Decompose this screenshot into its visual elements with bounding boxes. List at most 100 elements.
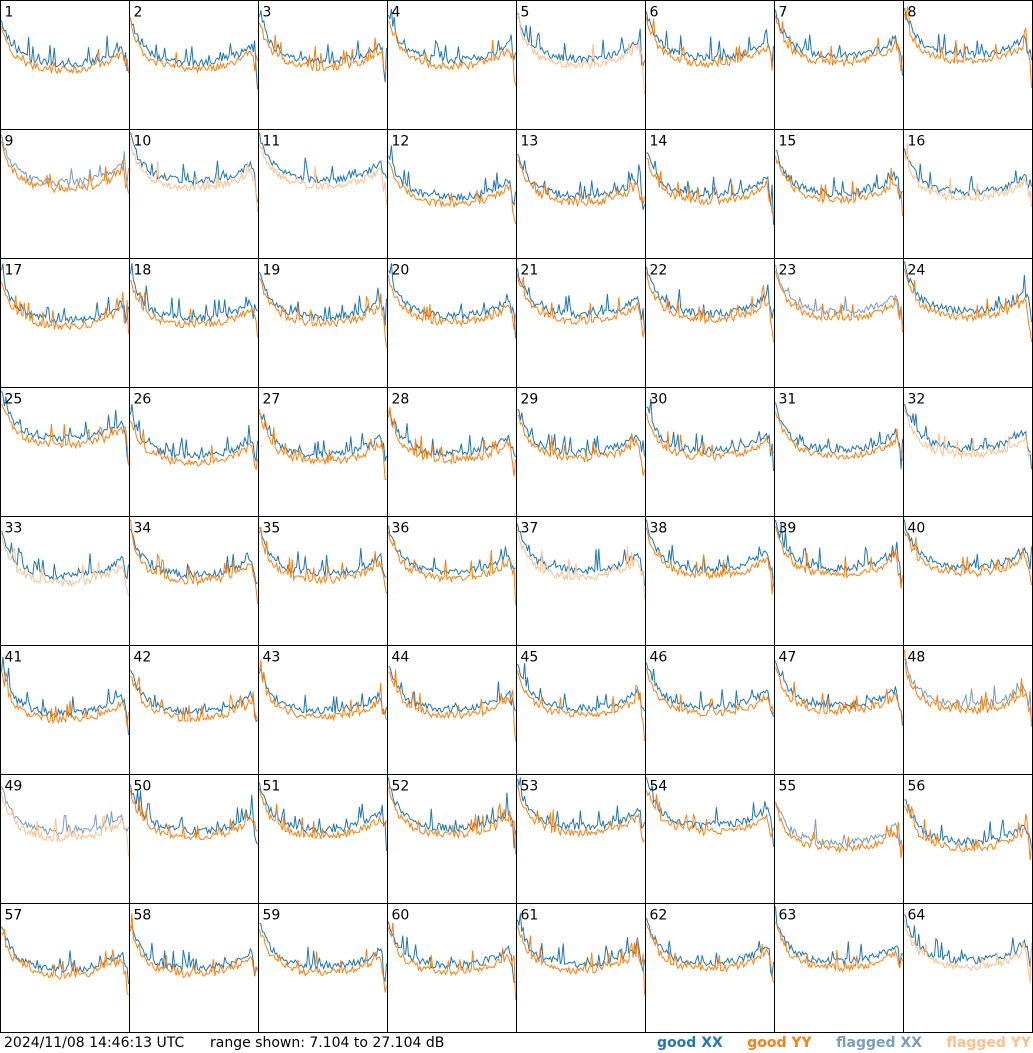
- series-xx-line: [1, 263, 129, 325]
- series-yy-line: [388, 274, 516, 330]
- panel-5: 5: [516, 0, 646, 130]
- panel-24: 24: [903, 258, 1033, 388]
- panel-label: 27: [263, 392, 281, 408]
- panel-label: 9: [5, 134, 14, 150]
- panel-label: 52: [392, 779, 410, 795]
- legend-good-yy: good YY: [747, 1035, 812, 1051]
- series-xx-line: [388, 921, 516, 984]
- series-xx-line: [1, 657, 129, 736]
- panel-33: 33: [0, 516, 130, 646]
- series-xx-line: [259, 667, 387, 715]
- series-xx-line: [646, 917, 774, 977]
- panel-3: 3: [258, 0, 388, 130]
- series-yy-line: [904, 531, 1032, 586]
- series-yy-line: [646, 527, 774, 595]
- series-yy-line: [1, 792, 129, 857]
- series-yy-line: [646, 923, 774, 983]
- panel-60: 60: [387, 903, 517, 1033]
- series-yy-line: [259, 277, 387, 348]
- series-xx-line: [259, 922, 387, 982]
- legend-flagged-xx: flagged XX: [836, 1035, 922, 1051]
- series-xx-line: [130, 669, 258, 723]
- series-xx-line: [130, 132, 258, 203]
- series-xx-line: [775, 519, 903, 584]
- panel-label: 2: [134, 5, 143, 21]
- series-yy-line: [1, 929, 129, 996]
- panel-label: 48: [908, 650, 926, 666]
- series-xx-line: [1, 20, 129, 72]
- panel-label: 33: [5, 521, 23, 537]
- series-yy-line: [904, 6, 1032, 88]
- series-yy-line: [130, 913, 258, 978]
- panel-label: 16: [908, 134, 926, 150]
- series-xx-line: [259, 132, 387, 185]
- panel-frame: [0, 129, 130, 259]
- series-yy-line: [388, 531, 516, 605]
- panel-43: 43: [258, 645, 388, 775]
- panel-label: 26: [134, 392, 152, 408]
- panel-label: 36: [392, 521, 410, 537]
- series-xx-line: [388, 8, 516, 65]
- panel-41: 41: [0, 645, 130, 775]
- series-xx-line: [388, 525, 516, 576]
- series-xx-line: [775, 660, 903, 726]
- series-xx-line: [1, 134, 129, 194]
- panel-label: 11: [263, 134, 281, 150]
- panel-label: 32: [908, 392, 926, 408]
- range-label: range shown: 7.104 to 27.104 dB: [210, 1035, 445, 1051]
- panel-label: 24: [908, 263, 926, 279]
- series-xx-line: [259, 10, 387, 83]
- panel-label: 62: [650, 908, 668, 924]
- panel-26: 26: [129, 387, 259, 517]
- series-yy-line: [517, 925, 645, 996]
- series-yy-line: [646, 668, 774, 717]
- panel-label: 22: [650, 263, 668, 279]
- panel-label: 44: [392, 650, 410, 666]
- panel-59: 59: [258, 903, 388, 1033]
- panel-label: 40: [908, 521, 926, 537]
- panel-36: 36: [387, 516, 517, 646]
- series-yy-line: [904, 268, 1032, 343]
- series-xx-line: [904, 148, 1032, 197]
- series-xx-line: [904, 914, 1032, 967]
- panel-25: 25: [0, 387, 130, 517]
- series-xx-line: [517, 153, 645, 210]
- panel-frame: [516, 0, 646, 130]
- panel-label: 17: [5, 263, 23, 279]
- panel-label: 43: [263, 650, 281, 666]
- panel-31: 31: [774, 387, 904, 517]
- panel-label: 45: [521, 650, 539, 666]
- panel-22: 22: [645, 258, 775, 388]
- panel-56: 56: [903, 774, 1033, 904]
- panel-47: 47: [774, 645, 904, 775]
- panel-label: 55: [779, 779, 797, 795]
- series-xx-line: [646, 519, 774, 587]
- series-xx-line: [775, 9, 903, 76]
- series-yy-line: [130, 420, 258, 471]
- panel-34: 34: [129, 516, 259, 646]
- series-yy-line: [646, 17, 774, 71]
- series-xx-line: [904, 658, 1032, 727]
- panel-18: 18: [129, 258, 259, 388]
- series-yy-line: [517, 529, 645, 599]
- panel-51: 51: [258, 774, 388, 904]
- panel-label: 46: [650, 650, 668, 666]
- panel-23: 23: [774, 258, 904, 388]
- panel-label: 8: [908, 5, 917, 21]
- panel-label: 49: [5, 779, 23, 795]
- panel-16: 16: [903, 129, 1033, 259]
- series-yy-line: [259, 22, 387, 75]
- panel-53: 53: [516, 774, 646, 904]
- panel-42: 42: [129, 645, 259, 775]
- series-xx-line: [388, 665, 516, 713]
- panel-35: 35: [258, 516, 388, 646]
- series-yy-line: [1, 670, 129, 727]
- panel-label: 60: [392, 908, 410, 924]
- panel-12: 12: [387, 129, 517, 259]
- series-xx-line: [388, 410, 516, 458]
- panel-9: 9: [0, 129, 130, 259]
- panel-50: 50: [129, 774, 259, 904]
- panel-label: 23: [779, 263, 797, 279]
- series-yy-line: [1, 403, 129, 466]
- footer: 2024/11/08 14:46:13 UTC range shown: 7.1…: [0, 1033, 1033, 1053]
